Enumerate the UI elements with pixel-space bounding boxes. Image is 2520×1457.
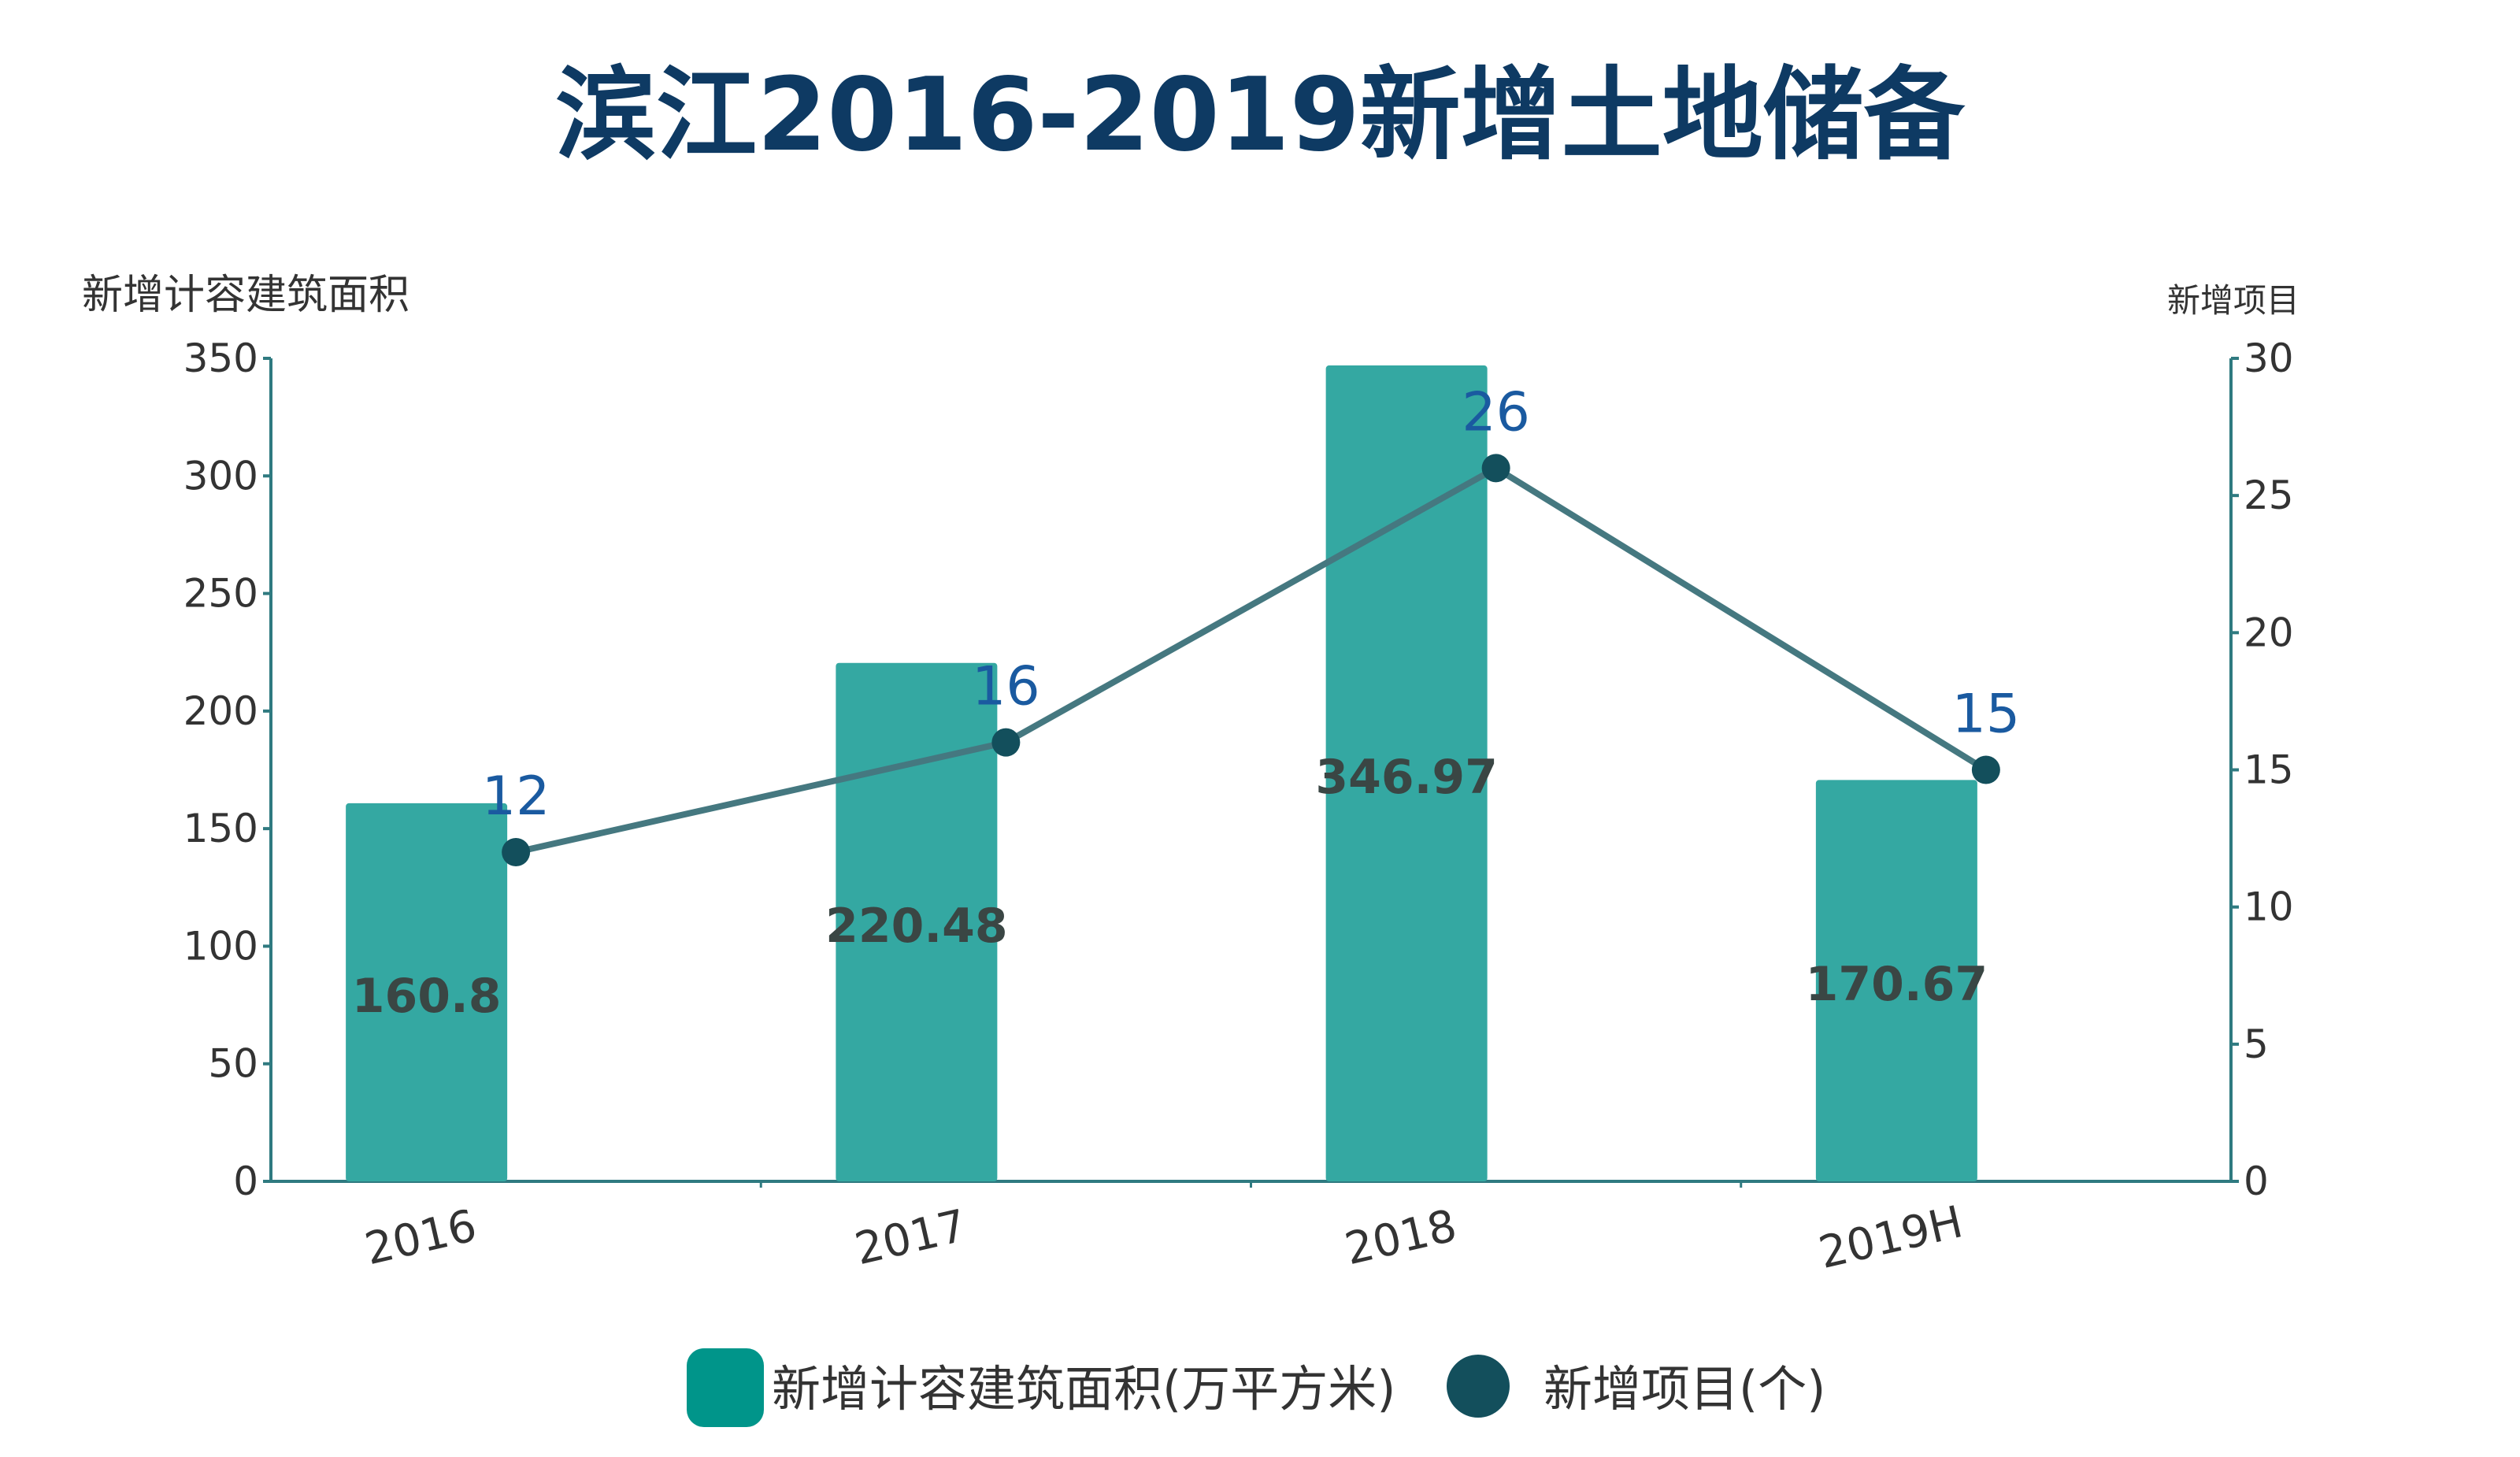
y-axis-left-label: 新增计容建筑面积 (82, 272, 410, 319)
y-right-tick-label: 30 (2244, 336, 2294, 381)
bar-value-label: 346.97 (1315, 750, 1498, 805)
legend-bar-label: 新增计容建筑面积(万平方米) (772, 1360, 1395, 1418)
y-right-tick-label: 5 (2244, 1021, 2269, 1067)
bar (836, 662, 998, 1181)
x-tick-label: 2017 (850, 1200, 971, 1275)
x-tick-label: 2018 (1340, 1200, 1461, 1275)
line-point (1481, 454, 1510, 483)
chart-title: 滨江2016-2019新增土地储备 (555, 57, 1966, 174)
y-right-tick-label: 10 (2244, 884, 2294, 930)
y-right-tick-label: 25 (2244, 473, 2294, 518)
y-left-tick-label: 150 (183, 806, 258, 851)
y-left-tick-label: 50 (208, 1041, 258, 1087)
line-point (502, 838, 531, 866)
y-left-tick-label: 300 (183, 453, 258, 499)
bar-value-label: 220.48 (825, 899, 1008, 954)
y-left-tick-label: 250 (183, 571, 258, 617)
y-left-tick-label: 350 (183, 336, 258, 381)
y-right-tick-label: 15 (2244, 747, 2294, 793)
y-axis-right-label: 新增项目 (2167, 281, 2300, 320)
line-value-label: 26 (1462, 381, 1530, 443)
y-left-tick-label: 0 (233, 1159, 258, 1204)
y-right-tick-label: 0 (2244, 1159, 2269, 1204)
bar (346, 803, 508, 1181)
legend: 新增计容建筑面积(万平方米) 新增项目(个) (687, 1348, 1825, 1427)
y-right-tick-label: 20 (2244, 610, 2294, 655)
x-tick-label: 2016 (361, 1200, 481, 1275)
y-left-tick-label: 100 (183, 923, 258, 969)
line-value-label: 15 (1952, 684, 2021, 746)
legend-line-label: 新增项目(个) (1544, 1360, 1825, 1418)
line-value-label: 12 (482, 766, 550, 828)
legend-bar-swatch (687, 1348, 764, 1427)
y-left-tick-label: 200 (183, 688, 258, 734)
line-series (515, 464, 1988, 855)
x-tick-label: 2019H (1814, 1196, 1968, 1279)
legend-line-marker (1447, 1355, 1510, 1418)
bar-value-label: 170.67 (1806, 957, 1988, 1012)
bar-value-label: 160.8 (352, 969, 502, 1024)
line-point (991, 728, 1021, 757)
line-value-label: 16 (972, 656, 1040, 718)
line-point (1971, 755, 2000, 784)
bar (1815, 780, 1977, 1181)
bar (1325, 365, 1488, 1181)
